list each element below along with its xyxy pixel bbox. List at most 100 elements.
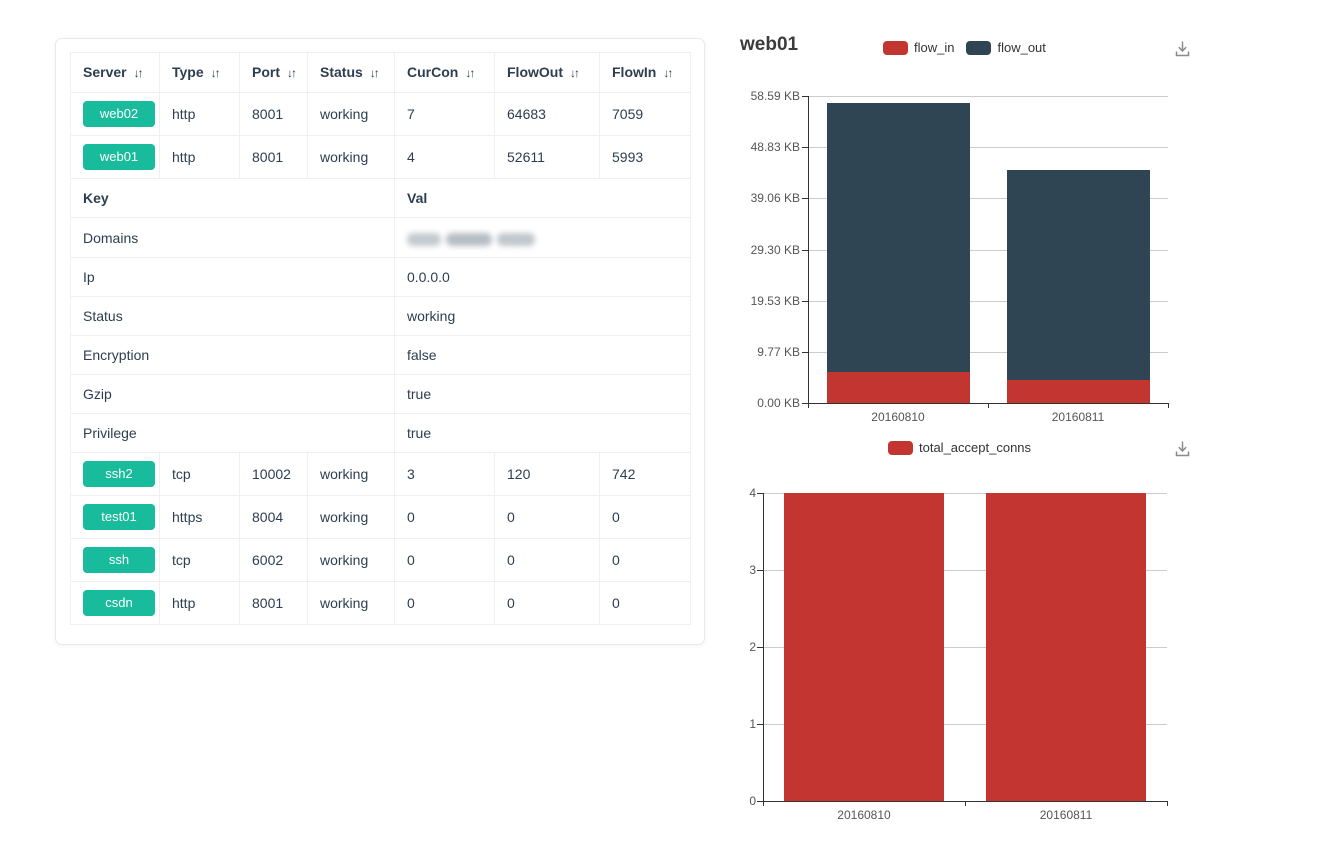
x-axis-tick bbox=[808, 403, 809, 408]
total-accept-conns-swatch bbox=[888, 440, 913, 455]
cell-server: web02 bbox=[70, 92, 160, 136]
charts-panel: web01 flow_in flow_out total_accept_conn… bbox=[720, 0, 1339, 860]
legend-item-flow-in[interactable]: flow_in bbox=[883, 40, 954, 55]
column-label: FlowIn bbox=[612, 64, 657, 80]
kv-row-status: Status working bbox=[70, 296, 691, 337]
y-axis-line bbox=[763, 493, 764, 801]
y-tick-label: 58.59 KB bbox=[750, 89, 800, 103]
y-tick-label: 4 bbox=[749, 486, 756, 500]
bar-flow_out bbox=[1006, 170, 1150, 380]
server-detail-card: Server ↓↑ Type ↓↑ Port ↓↑ Status ↓↑ CurCon ↓↑… bbox=[55, 38, 705, 645]
x-axis-tick bbox=[763, 801, 764, 806]
x-axis-tick bbox=[1168, 403, 1169, 408]
y-tick-label: 19.53 KB bbox=[750, 293, 800, 308]
legend-item-total-accept-conns[interactable]: total_accept_conns bbox=[888, 440, 1031, 455]
table-row[interactable]: ssh tcp 6002 working 0 0 0 bbox=[70, 538, 691, 583]
download-conns-chart-button[interactable] bbox=[1170, 436, 1194, 460]
kv-val-cell: working bbox=[394, 296, 691, 337]
cell-flowin: 742 bbox=[599, 452, 691, 497]
table-row[interactable]: web02 http 8001 working 7 64683 7059 bbox=[70, 92, 691, 136]
cell-flowout: 52611 bbox=[494, 135, 600, 179]
server-badge[interactable]: csdn bbox=[83, 590, 155, 617]
sort-icon: ↓↑ bbox=[465, 66, 475, 80]
x-tick-label: 20160811 bbox=[1039, 808, 1093, 822]
gridline bbox=[764, 647, 1167, 648]
kv-key-cell: Domains bbox=[70, 216, 395, 259]
x-axis-tick bbox=[965, 801, 966, 806]
cell-status: working bbox=[307, 538, 395, 583]
column-label: FlowOut bbox=[507, 64, 563, 80]
kv-key-header: Key bbox=[70, 178, 395, 218]
server-badge[interactable]: web01 bbox=[83, 144, 155, 170]
x-axis-tick bbox=[1167, 801, 1168, 806]
column-header-type[interactable]: Type ↓↑ bbox=[159, 52, 240, 93]
y-axis-tick bbox=[802, 198, 808, 200]
flow-out-swatch bbox=[966, 40, 992, 55]
y-axis-tick bbox=[802, 147, 808, 149]
table-row[interactable]: web01 http 8001 working 4 52611 5993 bbox=[70, 135, 691, 179]
column-header-curcon[interactable]: CurCon ↓↑ bbox=[394, 52, 495, 93]
cell-status: working bbox=[307, 495, 395, 540]
cell-type: http bbox=[159, 135, 240, 179]
gridline bbox=[764, 570, 1167, 571]
y-axis-tick bbox=[757, 801, 763, 802]
column-header-flowout[interactable]: FlowOut ↓↑ bbox=[494, 52, 600, 93]
cell-flowout: 0 bbox=[494, 495, 600, 540]
table-row[interactable]: ssh2 tcp 10002 working 3 120 742 bbox=[70, 452, 691, 497]
cell-curcon: 0 bbox=[394, 538, 495, 583]
cell-port: 8001 bbox=[239, 92, 308, 136]
cell-flowout: 0 bbox=[494, 538, 600, 583]
legend-label: flow_out bbox=[997, 40, 1046, 55]
table-row[interactable]: csdn http 8001 working 0 0 0 bbox=[70, 581, 691, 626]
cell-flowout: 0 bbox=[494, 581, 600, 626]
y-tick-label: 0.00 KB bbox=[757, 396, 800, 410]
y-tick-label: 39.06 KB bbox=[750, 191, 800, 206]
cell-type: tcp bbox=[159, 452, 240, 497]
cell-flowin: 7059 bbox=[599, 92, 691, 136]
cell-server: csdn bbox=[70, 581, 160, 626]
legend-item-flow-out[interactable]: flow_out bbox=[966, 40, 1046, 55]
cell-port: 8004 bbox=[239, 495, 308, 540]
gridline bbox=[809, 351, 1168, 353]
column-label: Type bbox=[172, 64, 204, 80]
column-header-port[interactable]: Port ↓↑ bbox=[239, 52, 308, 93]
column-header-server[interactable]: Server ↓↑ bbox=[70, 52, 160, 93]
column-header-status[interactable]: Status ↓↑ bbox=[307, 52, 395, 93]
y-axis-tick bbox=[757, 647, 763, 648]
cell-type: tcp bbox=[159, 538, 240, 583]
column-label: Port bbox=[252, 64, 280, 80]
column-label: Server bbox=[83, 64, 127, 80]
gridline bbox=[809, 300, 1168, 302]
download-flow-chart-button[interactable] bbox=[1170, 36, 1194, 60]
x-axis-tick bbox=[988, 403, 989, 408]
flow-chart-legend: flow_in flow_out bbox=[883, 40, 1046, 55]
kv-key-cell: Privilege bbox=[70, 413, 395, 454]
server-badge[interactable]: web02 bbox=[83, 101, 155, 127]
sort-icon: ↓↑ bbox=[287, 66, 297, 80]
x-tick-label: 20160811 bbox=[1051, 410, 1105, 424]
cell-flowin: 5993 bbox=[599, 135, 691, 179]
kv-key-cell: Gzip bbox=[70, 374, 395, 415]
server-badge[interactable]: test01 bbox=[83, 504, 155, 531]
x-axis-line bbox=[808, 403, 1169, 404]
conns-chart-legend: total_accept_conns bbox=[888, 440, 1031, 455]
y-axis-tick bbox=[802, 249, 808, 251]
legend-label: flow_in bbox=[914, 40, 955, 55]
cell-type: http bbox=[159, 581, 240, 626]
sort-icon: ↓↑ bbox=[210, 66, 221, 80]
flow-stacked-bar-chart: 58.59 KB 48.83 KB 39.06 KB 29.30 KB 19.53 KB… bbox=[720, 0, 1339, 860]
kv-val-cell: 0.0.0.0 bbox=[394, 257, 691, 298]
table-row[interactable]: test01 https 8004 working 0 0 0 bbox=[70, 495, 691, 540]
cell-curcon: 4 bbox=[394, 135, 495, 179]
gridline bbox=[809, 147, 1168, 149]
server-badge[interactable]: ssh2 bbox=[83, 461, 155, 488]
column-label: CurCon bbox=[407, 64, 459, 80]
cell-flowin: 0 bbox=[599, 538, 691, 583]
column-header-flowin[interactable]: FlowIn ↓↑ bbox=[599, 52, 691, 93]
y-axis-tick bbox=[757, 493, 763, 494]
cell-curcon: 0 bbox=[394, 495, 495, 540]
servers-table: Server ↓↑ Type ↓↑ Port ↓↑ Status ↓↑ CurCon ↓↑… bbox=[70, 52, 691, 626]
server-badge[interactable]: ssh bbox=[83, 547, 155, 574]
y-axis-tick bbox=[757, 570, 763, 571]
cell-status: working bbox=[307, 135, 395, 179]
